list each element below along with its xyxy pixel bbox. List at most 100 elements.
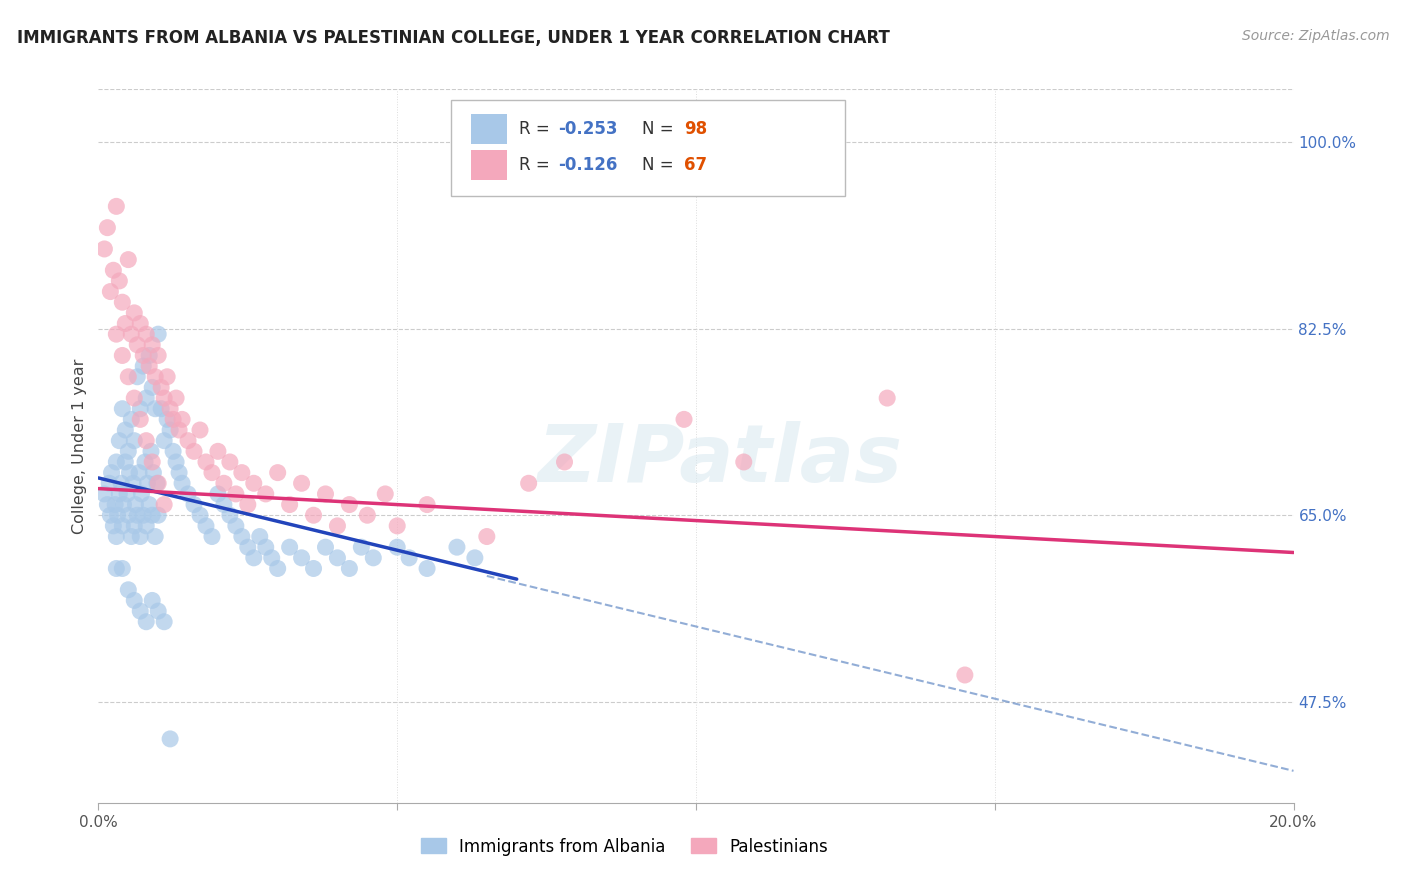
Point [105, 561, 128, 575]
Point [129, 317, 152, 331]
Point [165, 455, 187, 469]
Text: N =: N = [643, 120, 679, 138]
Point [162, 412, 184, 426]
Point [135, 519, 157, 533]
Text: R =: R = [519, 120, 555, 138]
Point [96, 220, 118, 235]
Point [148, 508, 170, 523]
Point [143, 369, 166, 384]
Point [139, 444, 162, 458]
Point [219, 455, 242, 469]
Point [183, 498, 205, 512]
Point [278, 540, 301, 554]
Point [278, 498, 301, 512]
Point [132, 508, 155, 523]
Point [195, 455, 218, 469]
Point [117, 508, 139, 523]
Point [201, 466, 224, 480]
Point [135, 615, 157, 629]
Text: N =: N = [643, 156, 679, 174]
Point [475, 529, 498, 543]
Point [231, 529, 253, 543]
Point [876, 391, 898, 405]
Point [150, 380, 173, 394]
Point [416, 561, 439, 575]
Point [122, 476, 145, 491]
Point [177, 434, 200, 448]
Point [183, 444, 205, 458]
Point [114, 317, 136, 331]
Point [254, 487, 277, 501]
Point [98, 508, 122, 523]
Point [128, 466, 150, 480]
Point [108, 487, 131, 501]
Point [267, 466, 290, 480]
Point [267, 561, 290, 575]
Point [159, 423, 181, 437]
Point [673, 412, 696, 426]
Point [120, 412, 142, 426]
Point [260, 550, 283, 565]
Point [315, 540, 337, 554]
Point [302, 508, 325, 523]
Point [127, 338, 149, 352]
Point [167, 466, 190, 480]
Point [138, 349, 160, 363]
Text: R =: R = [519, 156, 555, 174]
Point [153, 434, 176, 448]
Point [517, 476, 540, 491]
Point [146, 476, 169, 491]
Point [98, 476, 121, 491]
Point [243, 476, 266, 491]
Point [339, 561, 361, 575]
Text: 98: 98 [685, 120, 707, 138]
Point [129, 529, 152, 543]
Text: IMMIGRANTS FROM ALBANIA VS PALESTINIAN COLLEGE, UNDER 1 YEAR CORRELATION CHART: IMMIGRANTS FROM ALBANIA VS PALESTINIAN C… [17, 29, 890, 46]
Point [124, 391, 146, 405]
Point [141, 508, 163, 523]
Text: ZIPatlas: ZIPatlas [537, 421, 903, 500]
Point [112, 498, 135, 512]
Point [120, 327, 142, 342]
Point [148, 604, 170, 618]
Point [207, 487, 229, 501]
Text: -0.126: -0.126 [558, 156, 617, 174]
Point [117, 444, 139, 458]
Point [124, 593, 146, 607]
Point [225, 519, 247, 533]
Point [385, 540, 409, 554]
Point [212, 498, 235, 512]
Point [153, 615, 176, 629]
Point [446, 540, 468, 554]
Point [225, 487, 247, 501]
Point [107, 508, 129, 523]
Point [129, 412, 152, 426]
Point [212, 476, 235, 491]
Point [104, 498, 127, 512]
Point [105, 327, 128, 342]
Point [156, 369, 179, 384]
Point [103, 519, 125, 533]
Point [159, 401, 181, 416]
Point [254, 540, 277, 554]
Point [132, 349, 155, 363]
Legend: Immigrants from Albania, Palestinians: Immigrants from Albania, Palestinians [415, 831, 834, 863]
Point [150, 401, 173, 416]
Point [108, 274, 131, 288]
Point [111, 561, 134, 575]
Point [326, 519, 349, 533]
Point [114, 455, 136, 469]
Point [201, 529, 224, 543]
Point [129, 401, 152, 416]
FancyBboxPatch shape [451, 100, 845, 196]
Point [953, 668, 976, 682]
Point [111, 519, 134, 533]
Point [156, 412, 179, 426]
Point [356, 508, 378, 523]
Point [143, 401, 166, 416]
Point [142, 466, 165, 480]
Point [141, 593, 163, 607]
Point [172, 476, 194, 491]
Point [236, 498, 259, 512]
Point [105, 199, 128, 213]
